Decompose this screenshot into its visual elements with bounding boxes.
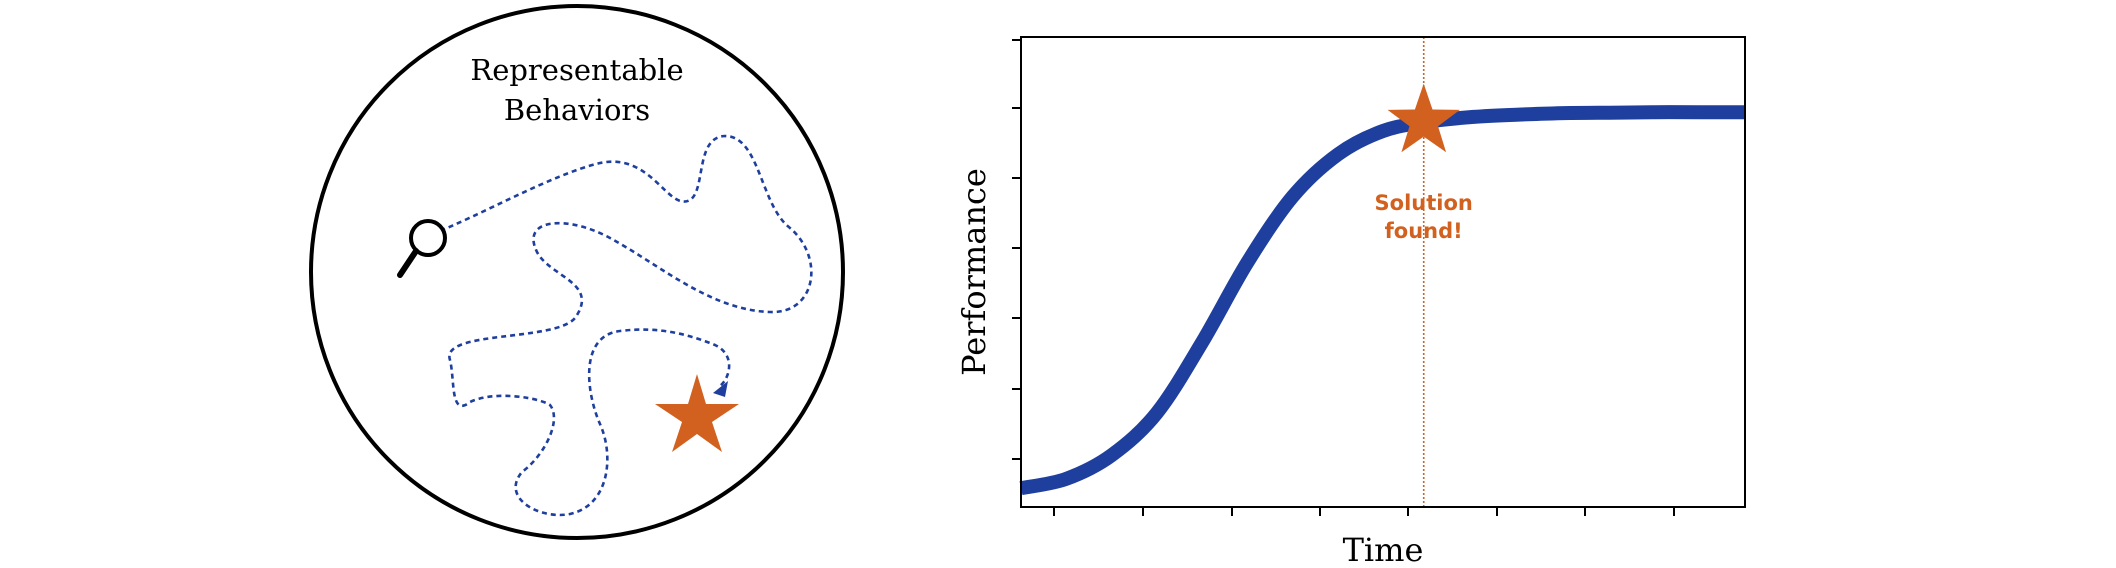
x-axis-label: Time [1343, 531, 1424, 568]
y-axis-label: Performance [955, 168, 993, 376]
search-trajectory-path [431, 134, 813, 517]
solution-star-icon [1387, 83, 1460, 153]
representable-behaviors-diagram: Representable Behaviors [309, 4, 845, 540]
solution-annotation-line2: found! [1385, 219, 1463, 243]
performance-chart: Solution found! Time Performance [955, 36, 1746, 568]
goal-star-icon [655, 374, 739, 452]
y-axis-ticks [1012, 39, 1021, 460]
magnifier-icon [397, 219, 447, 278]
diagram-title-line2: Behaviors [504, 93, 650, 127]
x-axis-ticks [1053, 507, 1675, 516]
trajectory-arrowhead [713, 381, 728, 397]
behavior-space-circle [309, 4, 845, 540]
plot-frame [1020, 36, 1746, 508]
performance-series-line [1019, 105, 1745, 496]
diagram-title-line1: Representable [470, 53, 683, 87]
solution-annotation-line1: Solution [1375, 191, 1473, 215]
